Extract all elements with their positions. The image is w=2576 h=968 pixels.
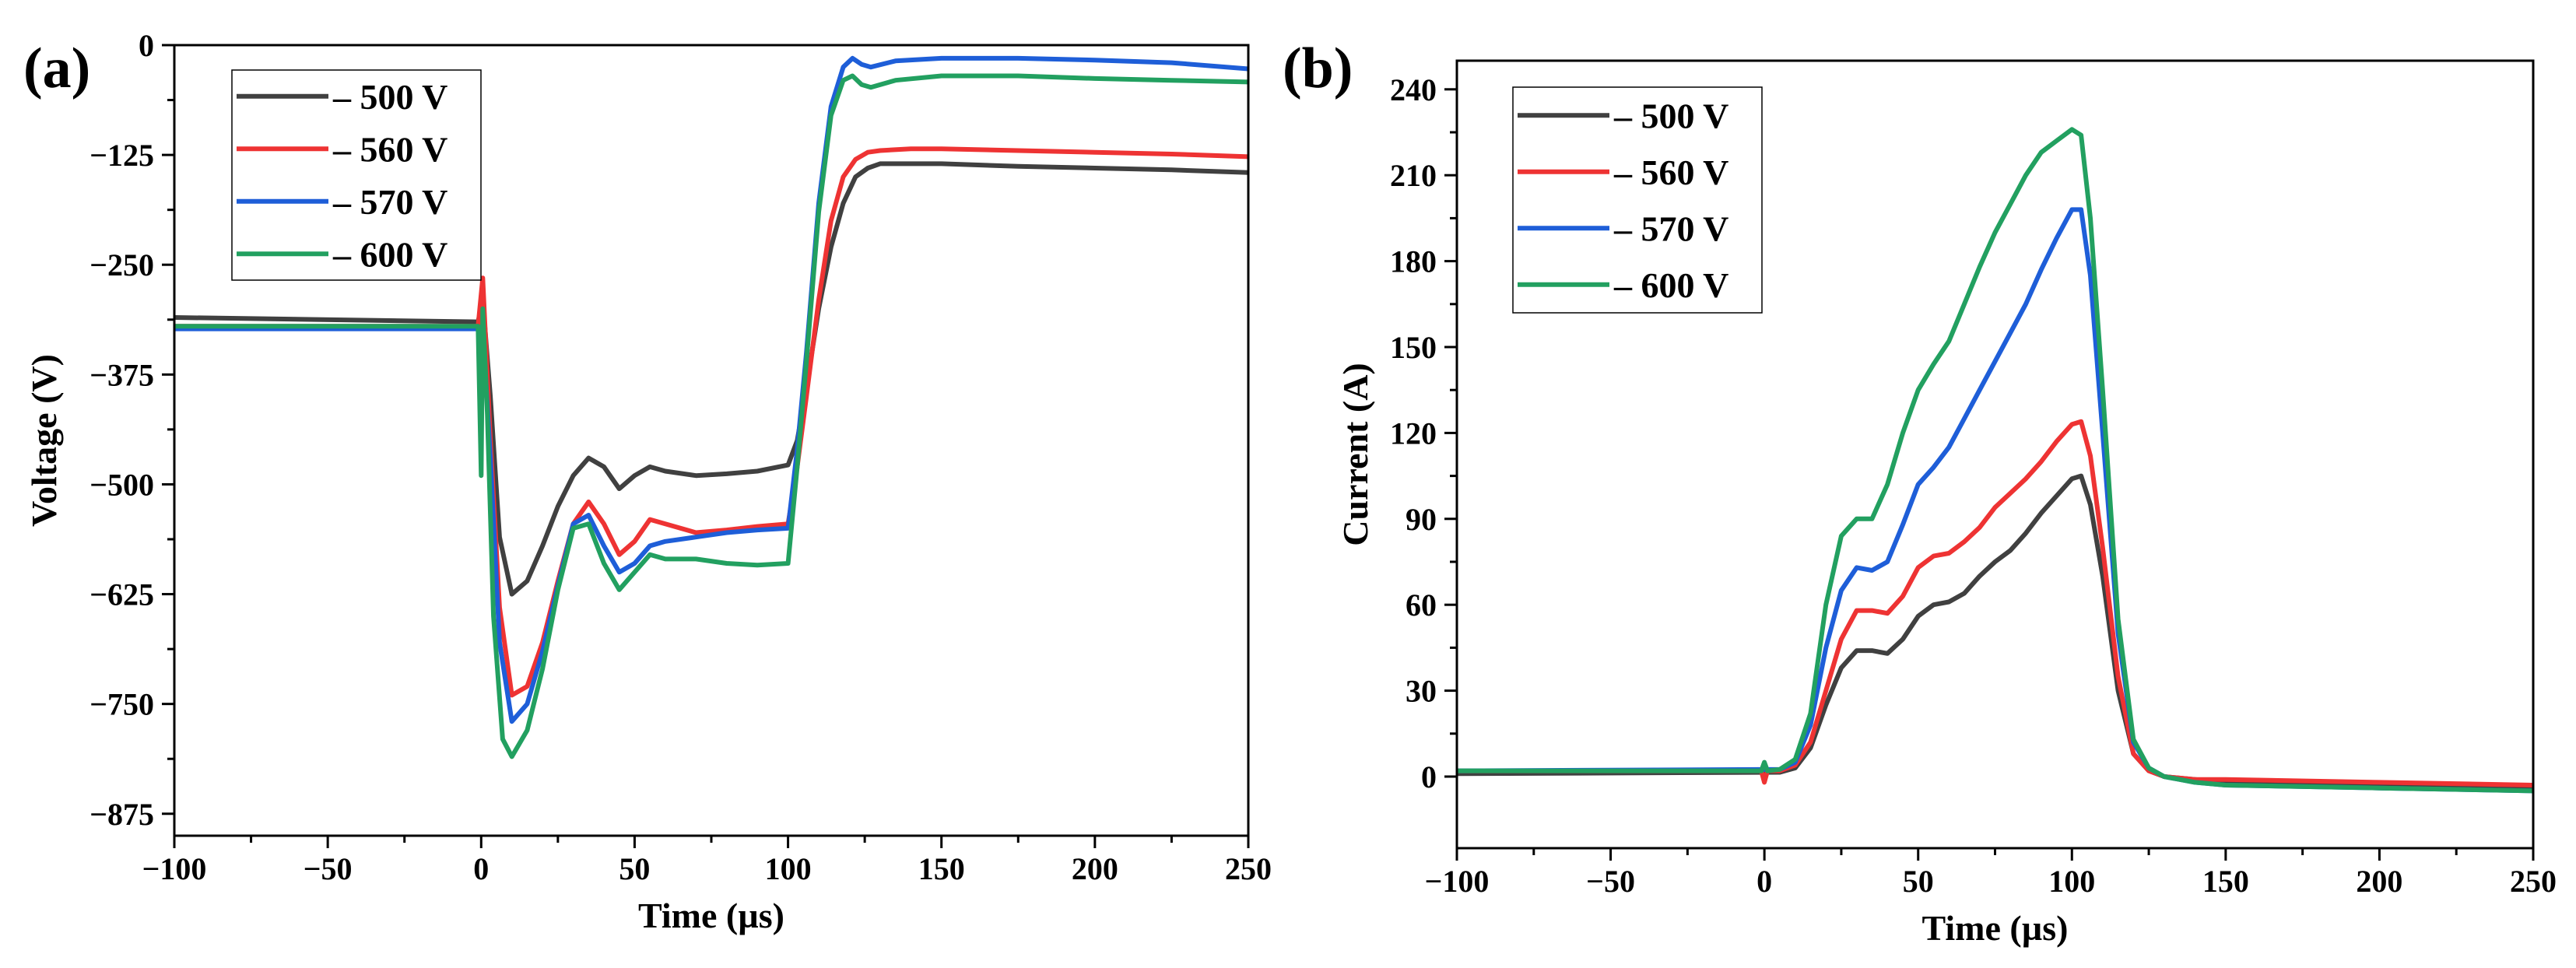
x-tick-label: 0 (1757, 864, 1772, 899)
series-line-500v (174, 161, 1248, 597)
legend-label: – 600 V (1613, 265, 1728, 305)
x-tick-label: 50 (619, 851, 650, 886)
x-tick-label: 100 (2048, 864, 2095, 899)
series-line-500v (1457, 473, 2533, 791)
x-tick-label: 50 (1903, 864, 1934, 899)
y-tick-label: −375 (89, 357, 154, 392)
legend-label: – 570 V (1613, 209, 1728, 248)
series-group (174, 55, 1248, 759)
x-axis-title-time-b: Time (µs) (1922, 908, 2069, 948)
x-tick-label: 250 (2510, 864, 2557, 899)
legend-label: – 560 V (1613, 153, 1728, 192)
current-chart: (b) −100 −50 0 50 100 150 200 250 0 30 60 90 120 150 1… (1283, 37, 2557, 948)
x-tick-label: 200 (1072, 851, 1118, 886)
y-axis-title-current: Current (A) (1335, 363, 1375, 545)
x-axis-title-time-a: Time (µs) (638, 896, 784, 935)
y-tick-label: −625 (89, 577, 154, 612)
y-tick-label: −750 (89, 687, 154, 722)
legend-box (231, 69, 482, 281)
voltage-plot-area: −100 −50 0 50 100 150 200 250−875−750−625−500−3… (89, 28, 1272, 886)
x-tick-label: −50 (1586, 864, 1635, 899)
x-tick-label: 0 (473, 851, 489, 886)
current-plot-area: −100 −50 0 50 100 150 200 250 0 30 60 90 120 150 180 21… (1390, 59, 2557, 899)
y-tick-label: 120 (1390, 416, 1437, 451)
series-line-600v (174, 73, 1248, 759)
legend-label: – 500 V (332, 77, 447, 117)
panel-label-b: (b) (1283, 37, 1353, 100)
series-group (1457, 127, 2533, 794)
x-tick-label: 100 (765, 851, 812, 886)
legend-label: – 560 V (332, 129, 447, 169)
y-tick-label: 30 (1406, 674, 1437, 709)
legend: – 500 V – 560 V – 570 V – 600 V (231, 69, 482, 281)
x-tick-label: −100 (1425, 864, 1490, 899)
voltage-chart: (a) −100 −50 0 50 100 150 200 250−875−750−625−5… (23, 28, 1272, 935)
series-line-560v (174, 146, 1248, 698)
x-tick-label: −100 (142, 851, 207, 886)
legend-label: – 570 V (332, 182, 447, 222)
y-tick-label: 0 (139, 28, 154, 63)
legend: – 500 V – 560 V – 570 V – 600 V (1512, 86, 1763, 314)
y-tick-label: 150 (1390, 330, 1437, 365)
y-tick-label: −125 (89, 138, 154, 173)
y-tick-label: 210 (1390, 158, 1437, 193)
series-line-560v (1457, 419, 2533, 787)
legend-label: – 600 V (332, 234, 447, 274)
panel-label-a: (a) (23, 37, 90, 100)
legend-label: – 500 V (1613, 96, 1728, 135)
x-tick-label: 250 (1225, 851, 1272, 886)
y-tick-label: 90 (1406, 502, 1437, 537)
y-tick-label: −250 (89, 247, 154, 282)
x-tick-label: −50 (304, 851, 353, 886)
x-tick-label: 200 (2356, 864, 2402, 899)
x-tick-label: 150 (2202, 864, 2249, 899)
y-tick-label: 0 (1421, 759, 1437, 794)
series-line-570v (174, 55, 1248, 724)
series-line-600v (1457, 127, 2533, 794)
y-tick-label: −875 (89, 797, 154, 832)
y-tick-label: 60 (1406, 587, 1437, 623)
y-tick-label: −500 (89, 467, 154, 502)
y-tick-label: 240 (1390, 72, 1437, 107)
y-tick-label: 180 (1390, 244, 1437, 279)
legend-box (1512, 86, 1763, 314)
x-tick-label: 150 (918, 851, 965, 886)
y-axis-title-voltage: Voltage (V) (24, 354, 64, 527)
